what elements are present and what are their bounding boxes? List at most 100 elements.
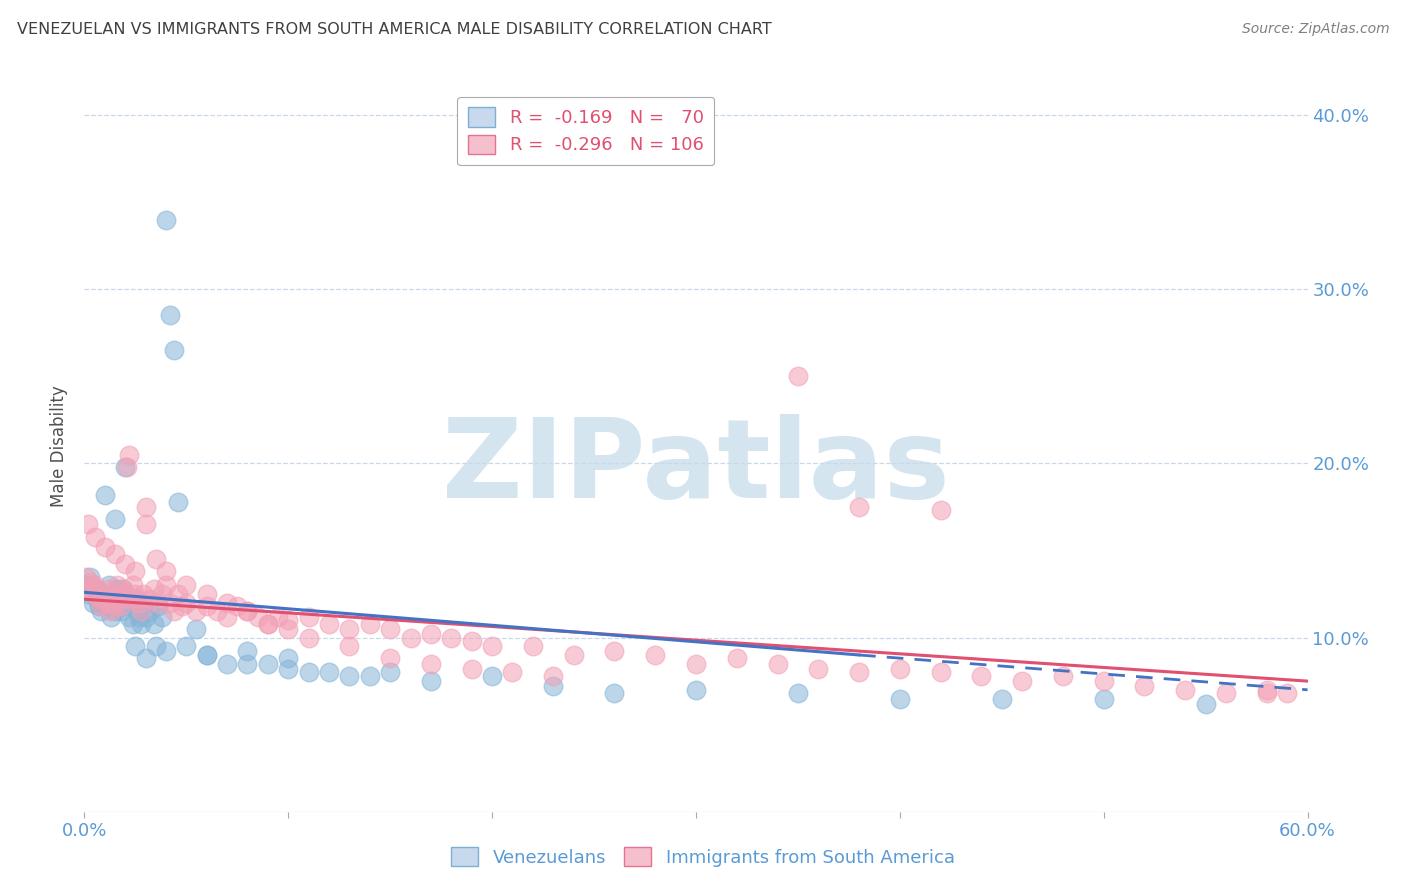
Point <box>122 578 145 592</box>
Point <box>1256 686 1278 700</box>
Point <box>138 592 160 607</box>
Point <box>128 609 150 624</box>
Point <box>205 604 228 618</box>
Point <box>766 657 789 671</box>
Point <box>991 691 1014 706</box>
Point <box>124 640 146 654</box>
Point <box>318 616 340 631</box>
Point <box>93 596 115 610</box>
Point <box>339 640 361 654</box>
Point <box>97 582 120 596</box>
Legend: R =  -0.169   N =   70, R =  -0.296   N = 106: R = -0.169 N = 70, R = -0.296 N = 106 <box>457 96 714 165</box>
Point <box>114 558 136 572</box>
Point <box>339 669 361 683</box>
Point <box>163 604 186 618</box>
Point <box>172 599 194 614</box>
Point <box>174 640 197 654</box>
Point <box>889 662 911 676</box>
Point <box>339 622 361 636</box>
Point <box>100 609 122 624</box>
Point <box>257 657 280 671</box>
Point <box>481 640 503 654</box>
Point <box>142 582 165 596</box>
Point <box>1052 669 1074 683</box>
Point <box>142 616 165 631</box>
Y-axis label: Male Disability: Male Disability <box>51 385 69 507</box>
Point <box>82 587 104 601</box>
Point <box>135 651 157 665</box>
Point <box>298 665 321 680</box>
Point <box>1092 674 1115 689</box>
Point <box>131 604 153 618</box>
Point <box>246 609 269 624</box>
Point <box>186 622 208 636</box>
Point <box>146 599 169 614</box>
Point <box>685 657 707 671</box>
Point <box>1277 686 1299 700</box>
Point <box>83 530 105 544</box>
Point <box>155 212 177 227</box>
Point <box>380 622 402 636</box>
Point <box>440 631 463 645</box>
Point <box>167 494 190 508</box>
Point <box>105 578 128 592</box>
Point <box>1215 686 1237 700</box>
Point <box>91 587 114 601</box>
Point <box>124 587 146 601</box>
Point <box>1174 682 1197 697</box>
Point <box>217 596 239 610</box>
Point <box>155 578 177 592</box>
Point <box>543 679 565 693</box>
Point <box>155 565 177 579</box>
Text: VENEZUELAN VS IMMIGRANTS FROM SOUTH AMERICA MALE DISABILITY CORRELATION CHART: VENEZUELAN VS IMMIGRANTS FROM SOUTH AMER… <box>17 22 772 37</box>
Point <box>725 651 748 665</box>
Point <box>75 578 97 592</box>
Point <box>131 616 153 631</box>
Point <box>114 459 136 474</box>
Point <box>155 644 177 658</box>
Point <box>1195 697 1218 711</box>
Point <box>104 604 127 618</box>
Point <box>644 648 666 662</box>
Point <box>132 599 155 614</box>
Point <box>159 309 181 323</box>
Point <box>145 640 167 654</box>
Point <box>298 631 321 645</box>
Point <box>150 587 173 601</box>
Point <box>186 604 208 618</box>
Text: Source: ZipAtlas.com: Source: ZipAtlas.com <box>1241 22 1389 37</box>
Point <box>502 665 524 680</box>
Point <box>420 674 443 689</box>
Point <box>807 662 830 676</box>
Point <box>118 448 141 462</box>
Point <box>380 665 402 680</box>
Point <box>90 599 112 614</box>
Point <box>298 609 321 624</box>
Point <box>104 599 127 614</box>
Point <box>110 599 132 614</box>
Point <box>277 651 299 665</box>
Point <box>138 604 160 618</box>
Point <box>929 503 952 517</box>
Point <box>96 599 118 614</box>
Point <box>226 599 249 614</box>
Point <box>90 604 112 618</box>
Point <box>159 596 181 610</box>
Point <box>195 648 218 662</box>
Point <box>118 609 141 624</box>
Point <box>481 669 503 683</box>
Point <box>1133 679 1156 693</box>
Point <box>83 578 105 592</box>
Point <box>603 644 626 658</box>
Point <box>128 596 150 610</box>
Point <box>132 587 155 601</box>
Point <box>277 662 299 676</box>
Point <box>93 488 115 502</box>
Point <box>685 682 707 697</box>
Point <box>267 609 290 624</box>
Point <box>75 569 97 583</box>
Point <box>87 592 110 607</box>
Point <box>91 587 114 601</box>
Point <box>420 657 443 671</box>
Point <box>86 582 108 596</box>
